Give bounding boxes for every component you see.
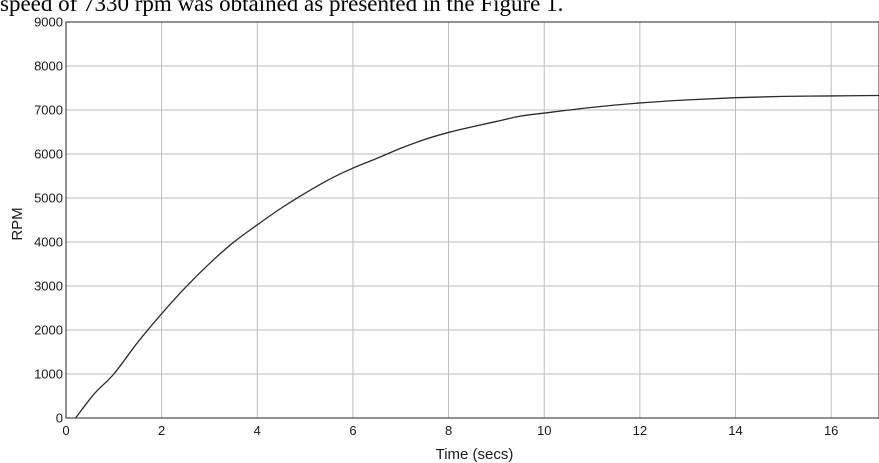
- x-tick-label: 10: [537, 423, 551, 438]
- grid-lines: [66, 22, 879, 418]
- plot-frame: [65, 21, 879, 419]
- y-tick-label: 0: [56, 411, 63, 426]
- x-tick-label: 8: [445, 423, 452, 438]
- y-tick-label: 1000: [34, 367, 63, 382]
- y-tick-label: 8000: [34, 59, 63, 74]
- y-tick-label: 6000: [34, 147, 63, 162]
- y-tick-label: 4000: [34, 235, 63, 250]
- x-tick-label: 0: [62, 423, 69, 438]
- y-tick-label: 2000: [34, 323, 63, 338]
- tick-labels: 0 2 4 6 8 10 12 14 16 0 1000 2000 3000 4000 5000 6000 70…: [34, 15, 838, 439]
- y-axis-label: RPM: [9, 207, 26, 240]
- y-tick-label: 9000: [34, 15, 63, 30]
- x-tick-label: 6: [349, 423, 356, 438]
- y-tick-label: 7000: [34, 103, 63, 118]
- x-tick-label: 4: [254, 423, 261, 438]
- y-tick-label: 3000: [34, 279, 63, 294]
- x-tick-label: 12: [633, 423, 647, 438]
- figure-caption-text: speed of 7330 rpm was obtained as presen…: [0, 0, 564, 16]
- x-tick-label: 16: [824, 423, 838, 438]
- rpm-series-line: [75, 94, 879, 419]
- x-tick-label: 14: [728, 423, 742, 438]
- series-group: [75, 94, 879, 419]
- x-axis-label: Time (secs): [436, 446, 514, 463]
- x-tick-label: 2: [158, 423, 165, 438]
- y-tick-label: 5000: [34, 191, 63, 206]
